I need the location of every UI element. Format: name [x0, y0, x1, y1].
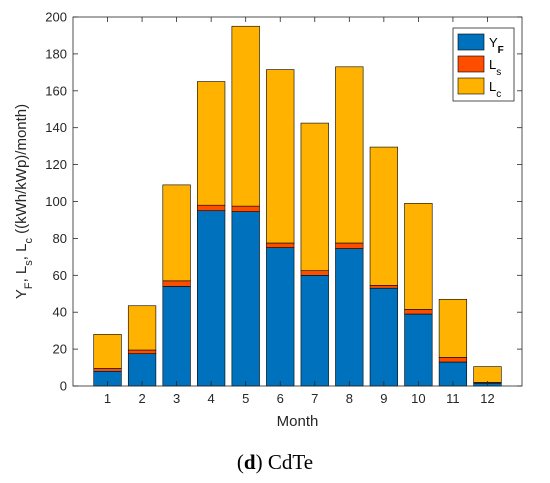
bar-lc-11: [438, 298, 468, 358]
y-tick-label: 140: [45, 120, 67, 135]
legend-label-main: L: [489, 57, 496, 72]
y-label-subscript: c: [23, 238, 35, 244]
bar-ls-9: [369, 285, 398, 289]
legend-label-main: L: [489, 79, 496, 94]
legend-label-main: Y: [489, 35, 498, 50]
bar-lc-1: [93, 334, 122, 369]
x-tick-label: 9: [380, 391, 387, 406]
bar-ls-1: [93, 368, 122, 372]
bar-yF-2: [127, 353, 157, 387]
legend-swatch-lc: [457, 77, 485, 95]
bar-yF-9: [369, 287, 398, 387]
bar-lc-12: [473, 366, 502, 383]
legend-label-subscript: s: [496, 67, 501, 78]
x-tick-label: 7: [311, 391, 318, 406]
bar-ls-4: [197, 204, 226, 212]
x-tick-label: 6: [277, 391, 284, 406]
y-tick-label: 80: [53, 231, 67, 246]
legend-swatch-yF: [457, 33, 485, 51]
y-tick-label: 120: [45, 157, 67, 172]
x-tick-label: 5: [242, 391, 249, 406]
legend-label-ls: Ls: [489, 57, 501, 78]
figure-caption: (d) CdTe: [236, 450, 314, 474]
bar-lc-2: [127, 305, 157, 351]
y-tick-label: 160: [45, 83, 67, 98]
caption-letter: d: [243, 450, 256, 474]
y-label-subscript: s: [23, 260, 35, 266]
x-tick-label: 12: [480, 391, 494, 406]
y-label-part: Y: [13, 289, 30, 299]
legend-label-subscript: c: [496, 89, 501, 100]
x-tick-label: 4: [208, 391, 215, 406]
bar-lc-7: [300, 122, 329, 271]
x-tick-label: 11: [446, 391, 460, 406]
bar-yF-4: [197, 210, 226, 387]
bar-ls-11: [438, 357, 468, 363]
bar-ls-5: [231, 205, 260, 212]
bar-yF-5: [231, 211, 260, 387]
caption-text: CdTe: [267, 450, 314, 474]
legend-label-lc: Lc: [489, 79, 501, 100]
y-label-part: , L: [13, 244, 30, 261]
y-tick-label: 180: [45, 46, 67, 61]
bar-yF-3: [162, 286, 191, 387]
y-label-part: ((kWh/kWp)/month): [13, 104, 30, 238]
bar-lc-9: [369, 146, 398, 286]
bar-lc-4: [197, 81, 226, 206]
bar-yF-8: [335, 248, 364, 387]
bar-ls-3: [162, 280, 191, 287]
y-label-subscript: F: [23, 282, 35, 289]
y-tick-label: 60: [53, 268, 67, 283]
y-tick-label: 100: [45, 194, 67, 209]
legend-swatch-ls: [457, 55, 485, 73]
y-label-part: , L: [13, 266, 30, 283]
bar-lc-3: [162, 184, 191, 282]
x-tick-label: 1: [104, 391, 111, 406]
bar-lc-5: [231, 25, 260, 207]
legend-label-subscript: F: [498, 45, 504, 56]
legend-label-yF: YF: [489, 35, 504, 56]
y-tick-label: 200: [45, 10, 67, 25]
x-tick-label: 8: [346, 391, 353, 406]
bar-yF-10: [404, 313, 433, 387]
bar-ls-6: [266, 242, 295, 248]
bar-ls-10: [404, 309, 433, 315]
x-tick-label: 10: [411, 391, 425, 406]
bar-ls-7: [300, 270, 329, 276]
y-tick-label: 20: [53, 342, 67, 357]
x-tick-label: 2: [138, 391, 145, 406]
bar-lc-10: [404, 203, 433, 310]
bars-layer: [93, 25, 502, 387]
y-tick-label: 0: [60, 379, 67, 394]
bar-lc-8: [335, 66, 364, 244]
x-axis-label: Month: [277, 413, 319, 430]
bar-yF-7: [300, 274, 329, 387]
bar-yF-6: [266, 247, 295, 387]
bar-lc-6: [266, 69, 295, 244]
bar-ls-2: [127, 349, 157, 355]
bar-ls-8: [335, 242, 364, 249]
y-tick-label: 40: [53, 305, 67, 320]
x-tick-label: 3: [173, 391, 180, 406]
y-axis-label: YF, Ls, Lc ((kWh/kWp)/month): [13, 104, 35, 299]
